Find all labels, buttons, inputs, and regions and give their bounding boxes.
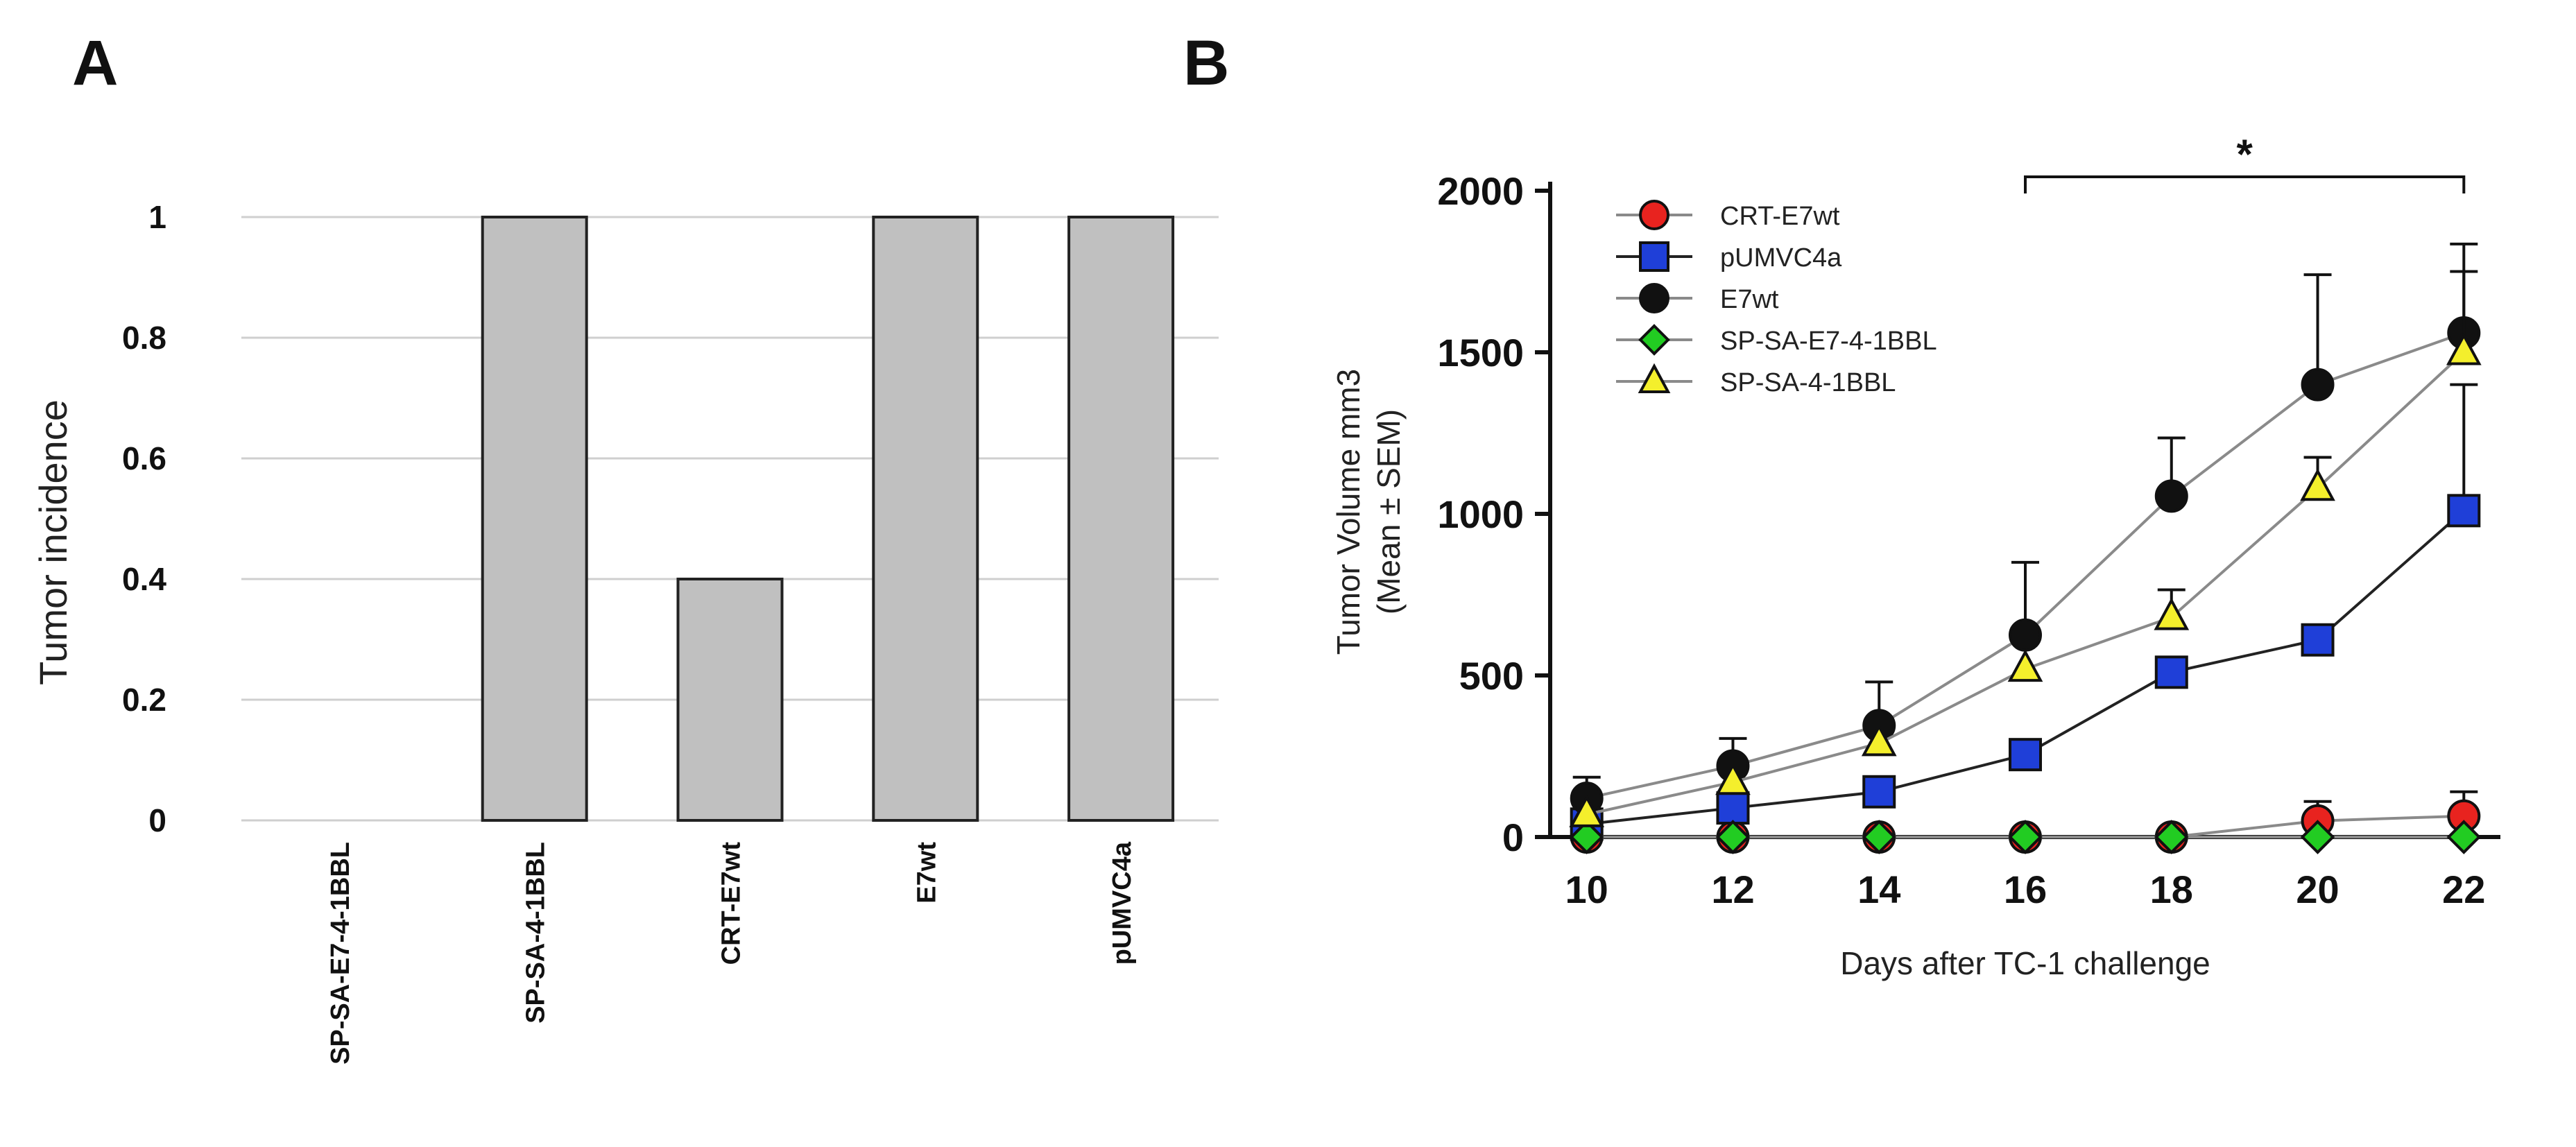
legend-label: E7wt [1720, 285, 1779, 314]
bar-pUMVC4a [1067, 216, 1175, 822]
x-category-label: CRT-E7wt [717, 842, 746, 965]
y-tick-label: 0.2 [122, 682, 166, 718]
legend-label: SP-SA-4-1BBL [1720, 368, 1896, 397]
data-point [2301, 368, 2335, 402]
data-point [1862, 820, 1897, 854]
chart-b-y-ticks: 0 500 1000 1500 2000 [1437, 169, 1550, 859]
x-tick-label: 10 [1565, 868, 1608, 911]
x-category-label: SP-SA-4-1BBL [522, 842, 551, 1024]
panel-a-letter: A [72, 28, 118, 98]
legend-marker [1638, 363, 1671, 393]
legend-item: E7wt [1616, 283, 1779, 314]
y-tick-label: 0.8 [122, 320, 166, 356]
bar-SP-SA-4-1BBL [481, 216, 588, 822]
chart-a: 0 0.2 0.4 0.6 0.8 1 SP-SA-E7-4-1BBL SP-SA-4-1B… [31, 199, 1219, 1064]
data-point [2447, 494, 2481, 528]
series-SP-SA-4-1BBL [1569, 270, 2482, 827]
data-point [2300, 820, 2335, 854]
x-tick-label: 18 [2150, 868, 2193, 911]
data-point [2154, 820, 2189, 854]
significance-bracket-line [2024, 175, 2466, 193]
chart-a-y-ticks: 0 0.2 0.4 0.6 0.8 1 [122, 199, 166, 838]
y-tick-label: 0.6 [122, 440, 166, 476]
chart-b-x-axis-title: Days after TC-1 challenge [1840, 945, 2210, 981]
chart-a-x-categories: SP-SA-E7-4-1BBL SP-SA-4-1BBL CRT-E7wt E7wt p… [326, 841, 1137, 1064]
y-tick-label: 0.4 [122, 561, 166, 597]
y-tick-label: 0 [1502, 816, 1524, 859]
data-point [2446, 332, 2482, 365]
legend-item: SP-SA-4-1BBL [1616, 363, 1896, 397]
y-tick-label: 1 [148, 199, 166, 235]
x-category-label: pUMVC4a [1108, 841, 1137, 965]
legend-item: pUMVC4a [1616, 241, 1842, 273]
x-tick-label: 22 [2442, 868, 2485, 911]
x-category-label: SP-SA-E7-4-1BBL [326, 842, 355, 1064]
chart-a-y-axis-title: Tumor incidence [31, 399, 75, 685]
legend-marker [1638, 324, 1670, 356]
data-point [2008, 820, 2043, 854]
data-point [2446, 820, 2482, 854]
data-point [2301, 623, 2335, 657]
data-point [2154, 479, 2188, 513]
significance-bracket: * [2024, 131, 2466, 193]
y-tick-label: 2000 [1437, 169, 1524, 213]
y-tick-label: 1500 [1437, 331, 1524, 374]
data-point [1862, 775, 1896, 809]
chart-b-series [1569, 242, 2482, 854]
x-tick-label: 16 [2004, 868, 2047, 911]
y-tick-label: 1000 [1437, 492, 1524, 536]
data-point [1569, 820, 1604, 854]
series-E7wt [1570, 242, 2481, 816]
legend-marker [1639, 200, 1669, 230]
chart-a-bars [481, 216, 1175, 822]
bar-CRT-E7wt [676, 578, 784, 822]
data-point [2009, 738, 2042, 772]
x-tick-label: 20 [2296, 868, 2339, 911]
data-point [1716, 791, 1750, 825]
data-point [2300, 468, 2335, 501]
data-point [2009, 618, 2042, 652]
data-point [2154, 597, 2190, 630]
data-point [2154, 655, 2188, 689]
data-point [1715, 820, 1751, 854]
x-tick-label: 12 [1711, 868, 1754, 911]
data-point [1569, 794, 1605, 827]
chart-b-y-axis-title: Tumor Volume mm3 [1330, 369, 1366, 655]
data-point [2007, 649, 2043, 682]
legend-item: CRT-E7wt [1616, 200, 1840, 231]
y-tick-label: 0 [148, 802, 166, 838]
significance-star: * [2236, 131, 2253, 178]
chart-b-y-axis-subtitle: (Mean ± SEM) [1371, 409, 1407, 614]
x-tick-label: 14 [1857, 868, 1900, 911]
data-point [1715, 762, 1751, 795]
series-SP-SA-E7-4-1BBL [1569, 820, 2482, 854]
legend-label: pUMVC4a [1720, 243, 1842, 273]
legend-label: CRT-E7wt [1720, 202, 1840, 231]
y-tick-label: 500 [1459, 654, 1524, 698]
bar-E7wt [872, 216, 979, 822]
legend-marker [1639, 283, 1669, 313]
legend-item: SP-SA-E7-4-1BBL [1616, 324, 1937, 356]
legend-marker [1639, 241, 1669, 272]
chart-b-legend: CRT-E7wt pUMVC4a E7wt SP-SA-E7-4-1BBL SP-SA-… [1616, 200, 1937, 397]
chart-b: 0 500 1000 1500 2000 10 12 14 16 18 20 22 * CRT-E7… [1330, 131, 2500, 981]
data-point [1861, 723, 1897, 757]
panel-b-letter: B [1183, 28, 1229, 98]
legend-label: SP-SA-E7-4-1BBL [1720, 327, 1937, 356]
x-category-label: E7wt [912, 842, 941, 904]
